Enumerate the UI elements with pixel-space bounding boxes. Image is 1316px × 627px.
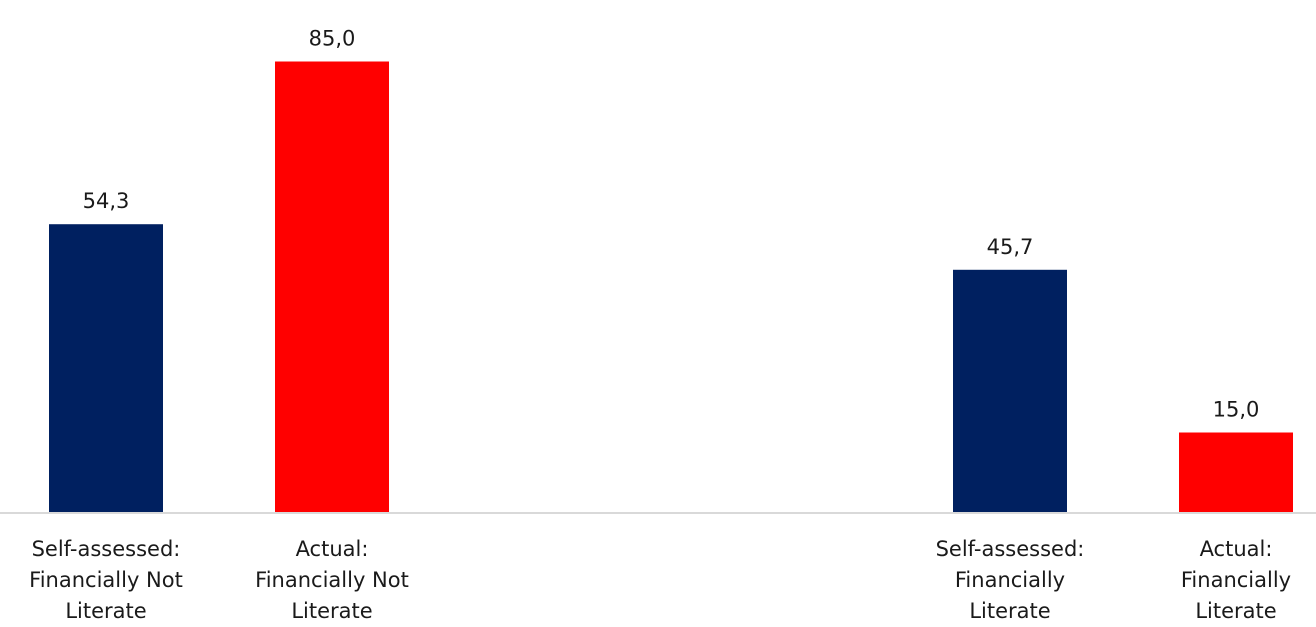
category-label-line: Actual: — [295, 537, 369, 561]
value-label-0: 54,3 — [83, 189, 130, 213]
category-label-2: Self-assessed: Financially Literate — [910, 534, 1110, 627]
category-label-0: Self-assessed: Financially Not Literate — [6, 534, 206, 627]
category-label-line: Literate — [65, 599, 147, 623]
category-label-line: Financially Not — [29, 568, 183, 592]
value-label-3: 15,0 — [1213, 398, 1260, 422]
category-label-line: Literate — [969, 599, 1051, 623]
bar-3 — [1179, 432, 1293, 512]
category-label-line: Self-assessed: — [31, 537, 181, 561]
value-label-1: 85,0 — [309, 27, 356, 51]
category-label-line: Financially — [954, 568, 1066, 592]
category-label-line: Literate — [1195, 599, 1277, 623]
category-label-1: Actual: Financially Not Literate — [232, 534, 432, 627]
category-label-line: Actual: — [1199, 537, 1273, 561]
category-label-3: Actual: Financially Literate — [1136, 534, 1316, 627]
bar-0 — [49, 224, 163, 512]
value-label-2: 45,7 — [987, 235, 1034, 259]
bar-1 — [275, 61, 389, 512]
bar-2 — [953, 269, 1067, 512]
category-label-line: Self-assessed: — [935, 537, 1085, 561]
category-label-line: Financially — [1180, 568, 1292, 592]
category-label-line: Literate — [291, 599, 373, 623]
category-label-line: Financially Not — [255, 568, 409, 592]
